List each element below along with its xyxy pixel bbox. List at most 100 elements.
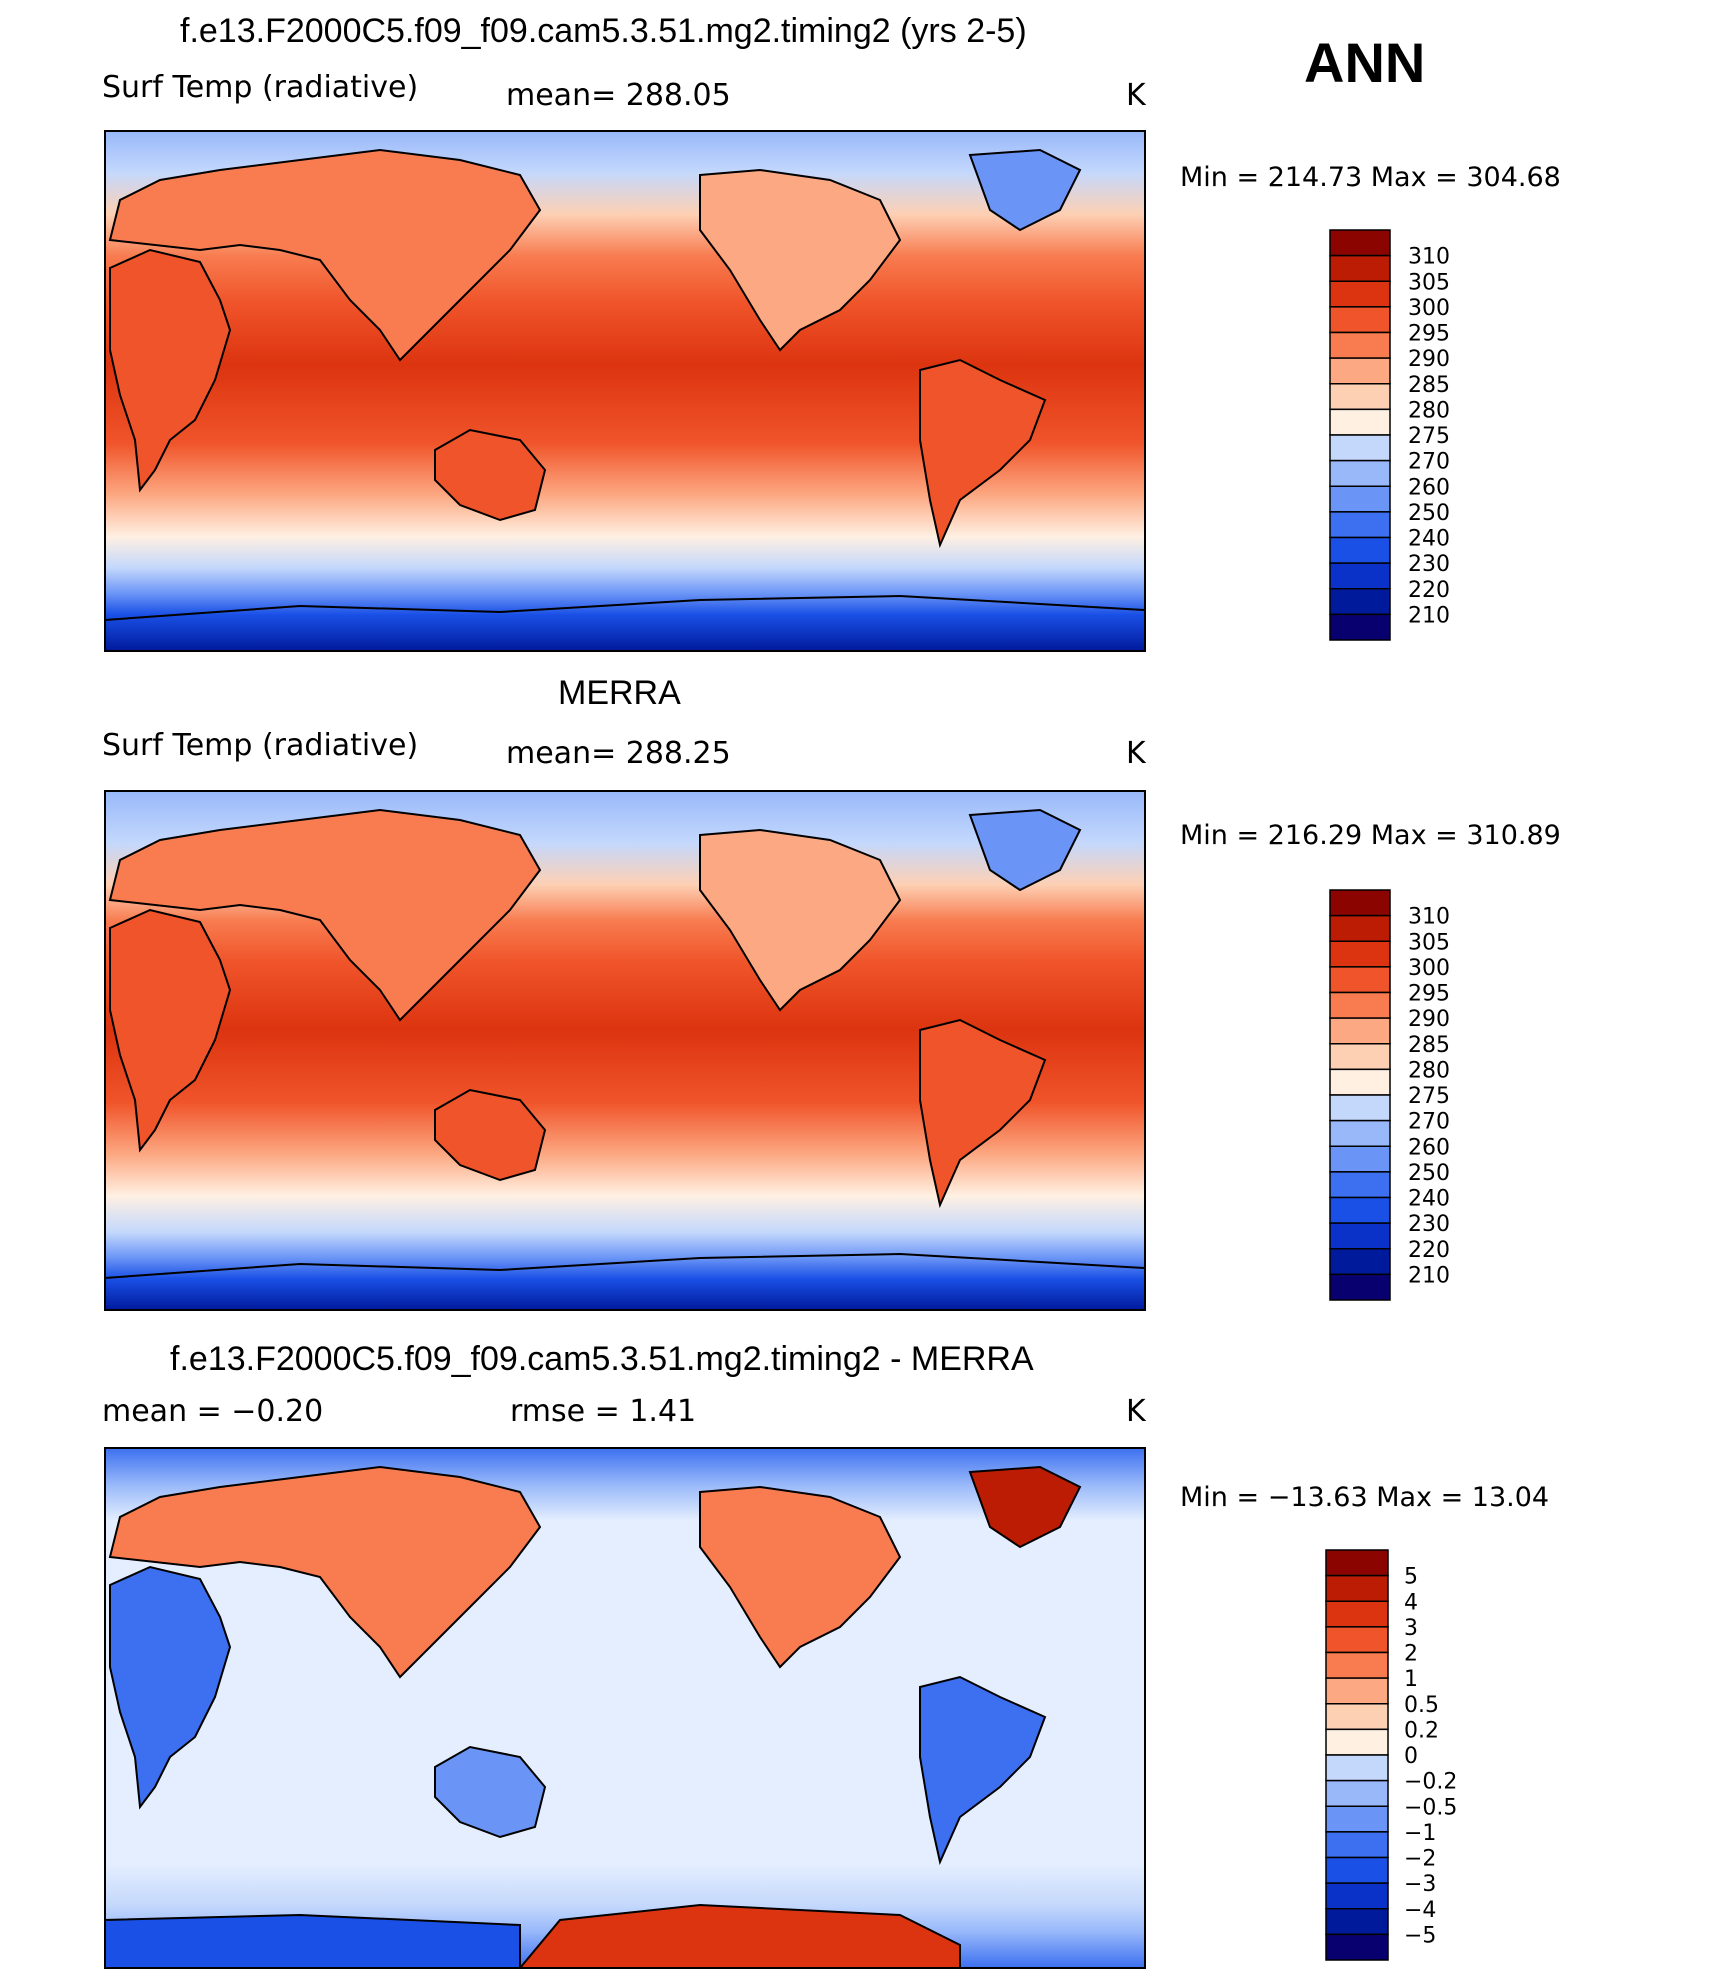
panel1-colorbar: 3103053002952902852802752702602502402302… bbox=[1329, 229, 1450, 641]
panel3-mean-label: mean = −0.20 bbox=[102, 1394, 324, 1429]
panel2-colorbar-label: 280 bbox=[1408, 1058, 1450, 1083]
panel3-colorbar-label: 0.2 bbox=[1404, 1718, 1439, 1743]
panel3-colorbar-box bbox=[1325, 1933, 1389, 1961]
panel1-colorbar-box bbox=[1329, 280, 1391, 308]
panel3-map bbox=[104, 1447, 1146, 1969]
panel2-colorbar-label: 295 bbox=[1408, 982, 1450, 1007]
panel2-colorbar-label: 230 bbox=[1408, 1212, 1450, 1237]
panel2-greenland bbox=[968, 808, 1082, 892]
panel2-colorbar-box bbox=[1329, 1043, 1391, 1071]
panel2-colorbar-box bbox=[1329, 1017, 1391, 1045]
panel1-variable-label: Surf Temp (radiative) bbox=[102, 70, 419, 105]
panel2-colorbar-label: 275 bbox=[1408, 1084, 1450, 1109]
panel3-colorbar-box bbox=[1325, 1574, 1389, 1602]
panel3-colorbar-label: 2 bbox=[1404, 1642, 1418, 1667]
panel3-colorbar-box bbox=[1325, 1856, 1389, 1884]
panel3-colorbar-box bbox=[1325, 1805, 1389, 1833]
panel1-colorbar-box bbox=[1329, 306, 1391, 334]
panel2-eurasia bbox=[108, 808, 542, 1022]
panel2-colorbar-box bbox=[1329, 966, 1391, 994]
panel2-colorbar-box bbox=[1329, 1094, 1391, 1122]
panel1-greenland bbox=[968, 148, 1082, 232]
panel3-colorbar-box bbox=[1325, 1882, 1389, 1910]
panel3-colorbar-box bbox=[1325, 1754, 1389, 1782]
panel2-colorbar-box bbox=[1329, 1145, 1391, 1173]
panel3-colorbar-label: −1 bbox=[1404, 1821, 1436, 1846]
panel3-colorbar-label: −4 bbox=[1404, 1898, 1436, 1923]
season-label: ANN bbox=[1304, 31, 1426, 94]
panel3-colorbar-box bbox=[1325, 1908, 1389, 1936]
panel3-greenland bbox=[968, 1465, 1082, 1549]
panel1-eurasia bbox=[108, 148, 542, 362]
panel1-south-america bbox=[919, 358, 1047, 549]
panel3-title: f.e13.F2000C5.f09_f09.cam5.3.51.mg2.timi… bbox=[170, 1340, 1034, 1378]
panel3-colorbar-label: 1 bbox=[1404, 1667, 1418, 1692]
panel2-colorbar-box bbox=[1329, 1068, 1391, 1096]
panel1-map bbox=[104, 130, 1146, 652]
panel1-colorbar-box bbox=[1329, 562, 1391, 590]
panel1-title: f.e13.F2000C5.f09_f09.cam5.3.51.mg2.timi… bbox=[180, 12, 1027, 50]
panel2-frame bbox=[104, 790, 1146, 1311]
panel2-australia bbox=[434, 1088, 547, 1182]
panel2-colorbar-label: 250 bbox=[1408, 1161, 1450, 1186]
panel2-colorbar-box bbox=[1329, 940, 1391, 968]
panel3-colorbar-box bbox=[1325, 1831, 1389, 1859]
panel1-continents bbox=[104, 148, 1146, 621]
panel3-colorbar-label: 4 bbox=[1404, 1590, 1418, 1615]
panel2-continents bbox=[104, 808, 1146, 1279]
panel2-variable-label: Surf Temp (radiative) bbox=[102, 728, 419, 763]
panel3-colorbar-label: −5 bbox=[1404, 1923, 1436, 1948]
panel3-colorbar-label: −2 bbox=[1404, 1847, 1436, 1872]
panel2-south-america bbox=[919, 1018, 1047, 1209]
panel1-australia bbox=[434, 428, 547, 522]
panel1-colorbar-label: 295 bbox=[1408, 322, 1450, 347]
panel1-colorbar-label: 310 bbox=[1408, 245, 1450, 270]
panel3-north-america bbox=[699, 1485, 902, 1669]
panel3-colorbar-label: −0.5 bbox=[1404, 1795, 1457, 1820]
panel1-colorbar-box bbox=[1329, 383, 1391, 411]
panel2-colorbar-box bbox=[1329, 914, 1391, 942]
panel2-antarctica bbox=[104, 1252, 1146, 1279]
panel1-colorbar-box bbox=[1329, 613, 1391, 641]
panel2-colorbar: 3103053002952902852802752702602502402302… bbox=[1329, 889, 1450, 1301]
panel3-colorbar-box bbox=[1325, 1728, 1389, 1756]
panel3-colorbar-box bbox=[1325, 1703, 1389, 1731]
panel1-colorbar-box bbox=[1329, 254, 1391, 282]
panel1-mean-label: mean= 288.05 bbox=[506, 78, 731, 113]
panel1-colorbar-label: 240 bbox=[1408, 527, 1450, 552]
panel2-map bbox=[104, 790, 1146, 1311]
panel1-colorbar-label: 270 bbox=[1408, 450, 1450, 475]
panel1-colorbar-box bbox=[1329, 434, 1391, 462]
panel1-colorbar-box bbox=[1329, 229, 1391, 257]
panel2-colorbar-label: 210 bbox=[1408, 1263, 1450, 1288]
panel1-colorbar-box bbox=[1329, 536, 1391, 564]
panel3-rmse-label: rmse = 1.41 bbox=[510, 1394, 697, 1429]
panel1-colorbar-box bbox=[1329, 331, 1391, 359]
panel3-colorbar-label: −0.2 bbox=[1404, 1770, 1457, 1795]
panel1-colorbar-label: 260 bbox=[1408, 475, 1450, 500]
panel3-frame bbox=[104, 1447, 1146, 1969]
panel1-colorbar-box bbox=[1329, 459, 1391, 487]
panel2-colorbar-label: 220 bbox=[1408, 1238, 1450, 1263]
panel2-colorbar-label: 305 bbox=[1408, 930, 1450, 955]
panel2-colorbar-box bbox=[1329, 1119, 1391, 1147]
panel3-colorbar-box bbox=[1325, 1651, 1389, 1679]
panel3-colorbar-box bbox=[1325, 1779, 1389, 1807]
panel1-colorbar-box bbox=[1329, 511, 1391, 539]
panel3-australia bbox=[434, 1745, 547, 1839]
panel2-colorbar-label: 285 bbox=[1408, 1033, 1450, 1058]
panel1-colorbar-label: 285 bbox=[1408, 373, 1450, 398]
panel3-colorbar-label: 0 bbox=[1404, 1744, 1418, 1769]
panel1-colorbar-label: 280 bbox=[1408, 398, 1450, 423]
panel2-units: K bbox=[1126, 736, 1146, 771]
panel1-africa bbox=[109, 248, 232, 493]
panel3-colorbar-box bbox=[1325, 1677, 1389, 1705]
panel1-colorbar-box bbox=[1329, 357, 1391, 385]
panel3-units: K bbox=[1126, 1394, 1146, 1429]
panel2-colorbar-box bbox=[1329, 1222, 1391, 1250]
panel3-colorbar-box bbox=[1325, 1626, 1389, 1654]
panel1-colorbar-label: 290 bbox=[1408, 347, 1450, 372]
panel1-minmax: Min = 214.73 Max = 304.68 bbox=[1180, 162, 1561, 193]
